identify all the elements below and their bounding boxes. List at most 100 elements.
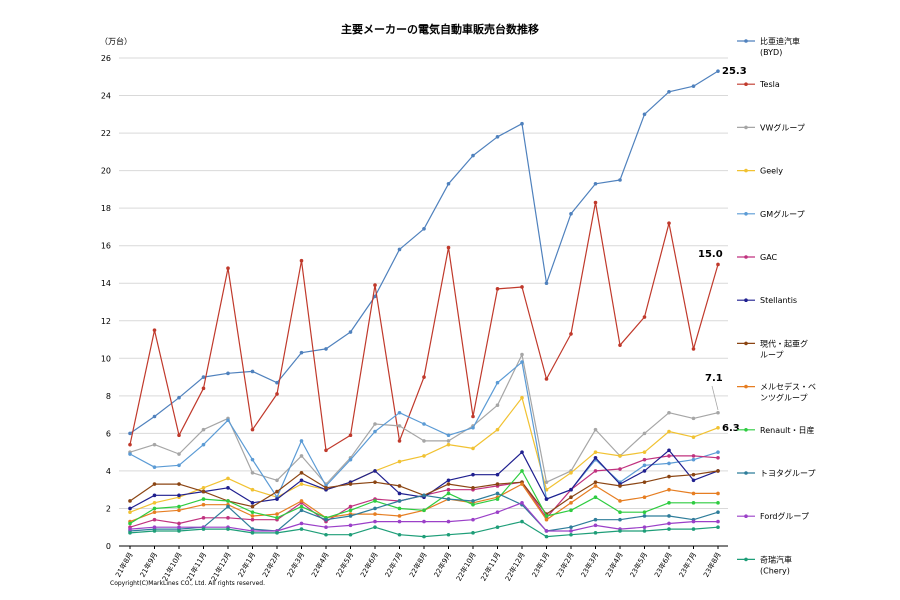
data-point [299, 527, 304, 531]
data-point [520, 469, 524, 473]
data-point [446, 245, 451, 250]
series-9 [128, 469, 720, 526]
data-point [471, 486, 475, 490]
data-point [152, 482, 157, 486]
data-point [716, 519, 720, 524]
copyright-text: Copyright(C)MarkLines CO., Ltd. All righ… [110, 580, 265, 587]
data-point [544, 517, 549, 522]
data-point [667, 521, 671, 526]
data-point [201, 502, 206, 507]
data-point [152, 510, 157, 515]
data-point [520, 352, 524, 357]
data-point [446, 491, 451, 496]
x-tick-label: 22年1月 [236, 551, 257, 579]
data-point [348, 532, 353, 537]
data-point [691, 478, 696, 483]
data-point [520, 395, 524, 400]
data-point [716, 425, 720, 430]
annotation-label: 15.0 [698, 249, 723, 260]
legend-marker [744, 298, 748, 303]
legend-marker [744, 471, 748, 475]
data-point [593, 480, 598, 484]
x-tick-label: 22年2月 [260, 551, 281, 579]
data-point [226, 516, 230, 520]
data-point [128, 499, 132, 503]
x-tick-label: 22年6月 [358, 551, 379, 579]
data-point [446, 487, 451, 492]
data-point [618, 484, 622, 488]
data-point [569, 501, 573, 505]
data-point [471, 414, 475, 419]
x-tick-label: 22年11月 [479, 551, 503, 583]
data-point [446, 439, 451, 443]
y-tick-label: 0 [106, 542, 111, 551]
data-point [397, 491, 402, 496]
data-point [471, 446, 475, 451]
data-point [618, 454, 622, 458]
data-point [397, 484, 402, 488]
data-point [495, 380, 500, 385]
data-point [275, 497, 279, 501]
data-point [593, 517, 598, 522]
data-point [299, 508, 304, 513]
data-point [128, 510, 132, 515]
legend-label: Tesla [759, 80, 780, 89]
x-tick-label: 21年9月 [138, 551, 159, 579]
data-point [128, 442, 132, 447]
data-point [495, 497, 500, 501]
data-point [642, 495, 647, 500]
data-point [667, 454, 671, 458]
data-point [226, 266, 230, 271]
data-point [397, 439, 402, 443]
data-point [618, 178, 622, 182]
legend-label: 比亜迪汽車 [760, 36, 800, 46]
legend-item: VWグループ [737, 122, 805, 132]
data-point [348, 514, 353, 518]
data-point [691, 491, 696, 496]
data-point [520, 501, 524, 505]
legend-item: 比亜迪汽車 (BYD) [737, 36, 800, 57]
data-point [618, 529, 622, 533]
annotations: 25.3 15.0 7.1 6.3 [698, 66, 747, 434]
data-point [397, 424, 402, 428]
data-point [642, 480, 647, 484]
data-point [128, 452, 132, 456]
y-tick-label: 10 [101, 354, 111, 363]
data-point [201, 527, 206, 531]
data-point [152, 506, 157, 511]
data-point [275, 512, 279, 516]
data-point [593, 495, 598, 500]
series-11 [128, 501, 720, 533]
data-point [397, 410, 402, 415]
data-point [544, 377, 549, 381]
data-point [373, 519, 377, 524]
data-point [422, 227, 426, 231]
data-point [569, 529, 573, 533]
legend-label: Stellantis [760, 296, 797, 305]
data-point [618, 499, 622, 503]
legend-label: トヨタグループ [760, 468, 816, 478]
data-point [569, 495, 573, 500]
data-point [544, 281, 549, 286]
data-point [667, 501, 671, 505]
annotation-label: 6.3 [722, 423, 740, 434]
data-point [397, 499, 402, 503]
data-point [201, 489, 206, 494]
data-point [152, 529, 157, 533]
data-point [495, 491, 500, 496]
data-point [299, 499, 304, 503]
x-tick-label: 21年11月 [185, 551, 209, 583]
x-tick-label: 22年3月 [285, 551, 306, 579]
data-point [716, 501, 720, 505]
data-point [642, 529, 647, 533]
legend-item: 奇瑞汽車 (Chery) [737, 554, 792, 575]
data-point [177, 521, 181, 526]
data-point [275, 380, 279, 385]
series-line [129, 201, 719, 451]
data-point [520, 519, 524, 524]
series-line [129, 502, 718, 532]
data-point [250, 510, 255, 515]
data-point [691, 416, 696, 421]
data-point [177, 525, 181, 530]
data-point [471, 517, 475, 522]
